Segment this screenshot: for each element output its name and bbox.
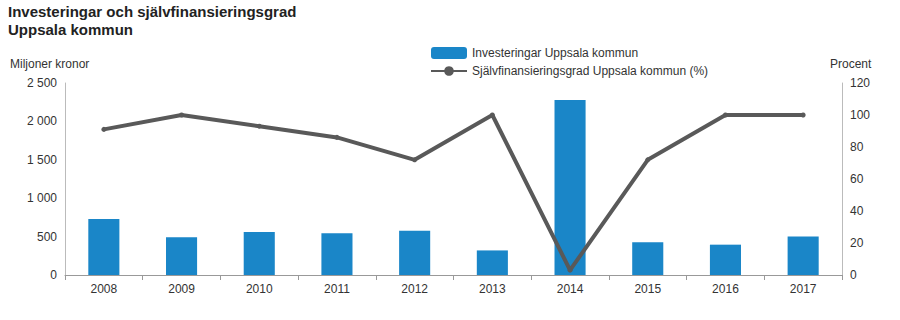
svg-text:2012: 2012 xyxy=(401,282,428,296)
svg-text:1 500: 1 500 xyxy=(27,153,57,167)
svg-text:1 000: 1 000 xyxy=(27,191,57,205)
svg-text:2014: 2014 xyxy=(557,282,584,296)
svg-text:2017: 2017 xyxy=(790,282,817,296)
svg-text:Uppsala kommun: Uppsala kommun xyxy=(8,21,133,38)
svg-text:2 000: 2 000 xyxy=(27,114,57,128)
svg-text:Investeringar Uppsala kommun: Investeringar Uppsala kommun xyxy=(472,46,638,60)
svg-text:20: 20 xyxy=(850,236,864,250)
svg-text:2015: 2015 xyxy=(634,282,661,296)
svg-text:0: 0 xyxy=(850,268,857,282)
svg-text:100: 100 xyxy=(850,108,870,122)
svg-text:2 500: 2 500 xyxy=(27,76,57,90)
svg-text:2013: 2013 xyxy=(479,282,506,296)
svg-text:80: 80 xyxy=(850,140,864,154)
svg-text:60: 60 xyxy=(850,172,864,186)
svg-text:Självfinansieringsgrad Uppsala: Självfinansieringsgrad Uppsala kommun (%… xyxy=(472,64,708,78)
svg-text:120: 120 xyxy=(850,76,870,90)
svg-text:2011: 2011 xyxy=(324,282,350,296)
svg-text:2010: 2010 xyxy=(246,282,273,296)
svg-text:40: 40 xyxy=(850,204,864,218)
svg-text:Miljoner kronor: Miljoner kronor xyxy=(10,57,89,71)
svg-text:2008: 2008 xyxy=(90,282,117,296)
svg-text:2016: 2016 xyxy=(712,282,739,296)
svg-text:Investeringar och självfinansi: Investeringar och självfinansieringsgrad xyxy=(8,3,296,20)
svg-text:0: 0 xyxy=(50,268,57,282)
svg-text:Procent: Procent xyxy=(830,57,872,71)
svg-text:2009: 2009 xyxy=(168,282,195,296)
svg-text:500: 500 xyxy=(37,230,57,244)
